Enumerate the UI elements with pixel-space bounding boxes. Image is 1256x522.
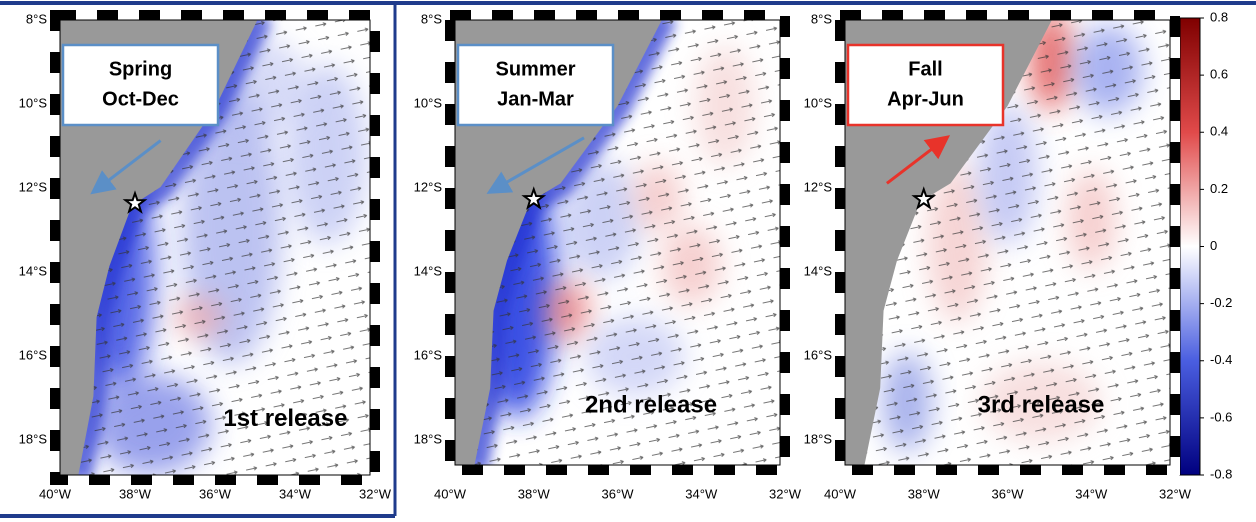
lat-label: 18°S <box>804 431 833 446</box>
lon-label: 34°W <box>1075 486 1108 501</box>
frame-dash <box>445 10 790 475</box>
lon-label: 38°W <box>518 486 551 501</box>
frame-dash <box>50 10 380 485</box>
colorbar-label: 0.4 <box>1210 124 1228 139</box>
colorbar-label: -0.8 <box>1210 466 1232 481</box>
site-star <box>911 186 937 210</box>
lon-label: 32°W <box>769 486 802 501</box>
release: 2nd release <box>585 392 717 419</box>
lon-label: 40°W <box>824 486 857 501</box>
lat-label: 16°S <box>19 347 48 362</box>
colorbar-label: -0.2 <box>1210 295 1232 310</box>
land <box>450 15 665 470</box>
frame-inner <box>59 19 371 476</box>
land <box>55 15 260 480</box>
site-star <box>122 190 148 214</box>
season: Spring <box>109 58 172 80</box>
lon-label: 32°W <box>359 486 392 501</box>
lon-label: 34°W <box>685 486 718 501</box>
lon-label: 34°W <box>279 486 312 501</box>
site-star <box>521 186 547 210</box>
season-box <box>846 43 1005 127</box>
lon-label: 36°W <box>992 486 1025 501</box>
season: Fall <box>908 58 942 80</box>
frame-dash <box>835 10 1180 475</box>
lat-label: 12°S <box>19 179 48 194</box>
lat-label: 8°S <box>421 11 442 26</box>
release: 3rd release <box>978 392 1105 419</box>
lat-label: 10°S <box>414 95 443 110</box>
frame-inner <box>844 19 1171 466</box>
lat-label: 14°S <box>19 263 48 278</box>
colorbar-label: 0 <box>1210 238 1217 253</box>
lon-label: 38°W <box>908 486 941 501</box>
season: Summer <box>495 58 575 80</box>
lon-label: 32°W <box>1159 486 1192 501</box>
lon-label: 38°W <box>119 486 152 501</box>
colorbar-label: -0.6 <box>1210 409 1232 424</box>
lat-label: 18°S <box>414 431 443 446</box>
lat-label: 8°S <box>811 11 832 26</box>
lon-label: 40°W <box>434 486 467 501</box>
lat-label: 16°S <box>414 347 443 362</box>
flow-arrow <box>486 136 585 194</box>
colorbar-label: 0.2 <box>1210 181 1228 196</box>
land <box>840 15 1055 470</box>
colorbar-label: 0.6 <box>1210 67 1228 82</box>
colorbar-label: 0.8 <box>1210 9 1228 24</box>
lon-label: 40°W <box>39 486 72 501</box>
flow-arrow <box>90 139 162 195</box>
lat-label: 10°S <box>19 95 48 110</box>
lat-label: 14°S <box>414 263 443 278</box>
lat-label: 8°S <box>26 11 47 26</box>
release: 1st release <box>223 405 347 432</box>
months: Oct-Dec <box>102 88 179 110</box>
colorbar <box>1179 17 1201 476</box>
lat-label: 18°S <box>19 431 48 446</box>
lat-label: 12°S <box>414 179 443 194</box>
season-box <box>61 43 220 127</box>
colorbar-label: -0.4 <box>1210 352 1232 367</box>
frame-inner <box>454 19 781 466</box>
flow-arrow <box>885 135 951 185</box>
lat-label: 12°S <box>804 179 833 194</box>
season-box <box>456 43 615 127</box>
lon-label: 36°W <box>199 486 232 501</box>
lat-label: 10°S <box>804 95 833 110</box>
months: Apr-Jun <box>887 88 964 110</box>
lat-label: 16°S <box>804 347 833 362</box>
months: Jan-Mar <box>497 88 574 110</box>
lon-label: 36°W <box>602 486 635 501</box>
lat-label: 14°S <box>804 263 833 278</box>
